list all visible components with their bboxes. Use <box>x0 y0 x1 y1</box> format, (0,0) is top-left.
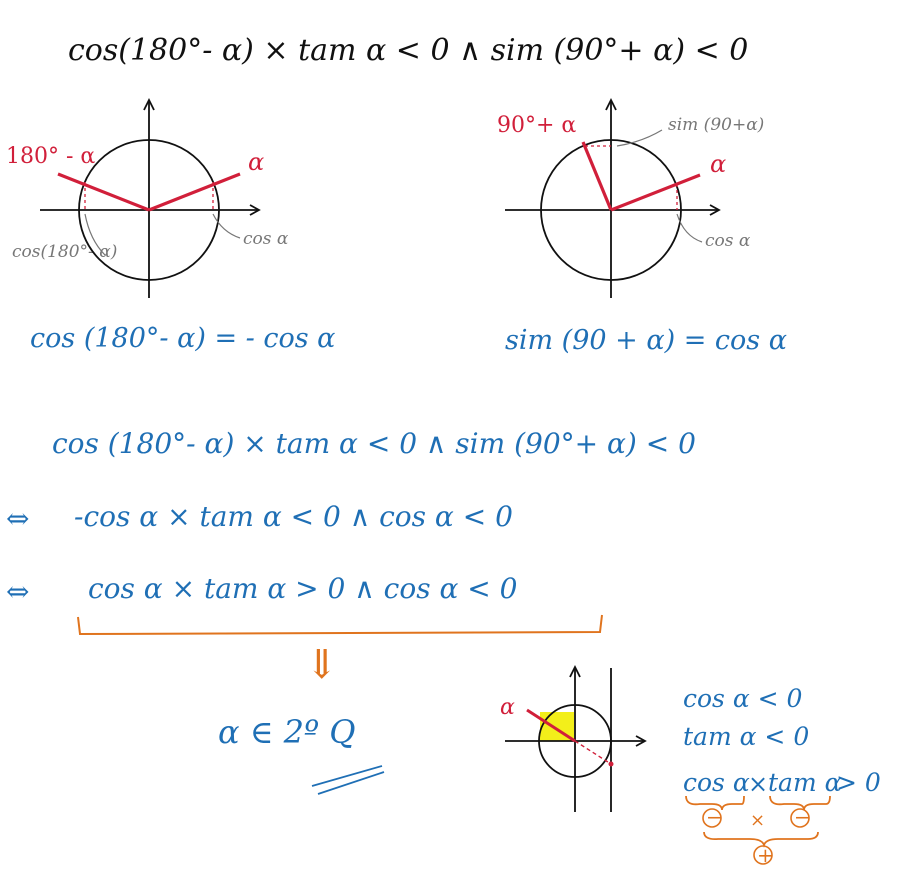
implies-arrow: ⇓ <box>305 642 339 688</box>
header-equation: cos(180°- α) × tam α < 0 ∧ sim (90°+ α) … <box>68 33 749 68</box>
note-product-times: × <box>748 770 769 798</box>
left-circle <box>78 139 220 281</box>
note-cos-negative: cos α < 0 <box>683 684 803 713</box>
right-y-arrow <box>605 97 617 111</box>
right-cos-leader <box>676 213 703 243</box>
label-180-minus-alpha: 180° - α <box>6 144 96 169</box>
bottom-circle <box>538 704 612 778</box>
note-product-tan: tam α <box>768 768 842 797</box>
bottom-radius-alpha <box>526 708 576 743</box>
left-x-arrow <box>249 204 261 216</box>
sign-minus-1-ring <box>702 808 722 828</box>
right-unit-circle-diagram <box>505 97 721 298</box>
bottom-x-arrow <box>635 735 647 747</box>
label-alpha-bottom: α <box>500 695 515 720</box>
label-cos-alpha-left: cos α <box>243 229 289 249</box>
left-y-arrow <box>143 97 155 111</box>
bottom-tangent-extension <box>574 740 612 765</box>
right-radius-shift <box>581 141 613 211</box>
brace-under-signs <box>703 831 819 848</box>
derivation-line-1: cos (180°- α) × tam α < 0 ∧ sim (90°+ α)… <box>52 427 696 460</box>
left-cos-leader <box>212 213 241 239</box>
conclusion-underline <box>311 765 385 795</box>
sign-minus-2-ring <box>790 808 810 828</box>
bottom-unit-circle-diagram <box>505 664 647 812</box>
note-product-cos: cos α <box>683 768 750 797</box>
right-circle <box>540 139 682 281</box>
brace-under-cos <box>685 795 745 811</box>
right-radius-alpha <box>610 173 701 212</box>
identity-right: sim (90 + α) = cos α <box>505 325 787 356</box>
sign-times: × <box>750 810 766 831</box>
label-cos-180-minus-alpha: cos(180°- α) <box>12 242 118 262</box>
bottom-y-arrow <box>569 664 581 678</box>
label-90-plus-alpha: 90°+ α <box>497 113 577 138</box>
left-unit-circle-diagram <box>40 97 261 298</box>
left-radius-alpha <box>148 172 241 212</box>
derivation-line-3: cos α × tam α > 0 ∧ cos α < 0 <box>88 572 518 605</box>
left-radius-supp <box>57 172 150 212</box>
derivation-line-2: -cos α × tam α < 0 ∧ cos α < 0 <box>74 500 513 533</box>
note-tan-negative: tam α < 0 <box>683 722 810 751</box>
bottom-tangent-point <box>608 761 614 767</box>
label-alpha-left: α <box>248 148 265 176</box>
label-sin-90-plus-alpha: sim (90+α) <box>668 115 765 135</box>
sign-plus-ring <box>753 845 773 865</box>
left-cos-supp-leader <box>84 213 106 256</box>
equivalence-arrow-2: ⇔ <box>6 575 30 608</box>
right-sin-leader <box>616 129 663 147</box>
conclusion: α ∈ 2º Q <box>218 713 356 751</box>
label-cos-alpha-right: cos α <box>705 231 751 251</box>
identity-left: cos (180°- α) = - cos α <box>30 323 336 354</box>
brace-under-tan <box>769 795 831 811</box>
label-alpha-right: α <box>710 150 727 178</box>
note-product-positive: > 0 <box>836 768 881 797</box>
orange-brace <box>77 614 603 636</box>
right-x-arrow <box>709 204 721 216</box>
equivalence-arrow-1: ⇔ <box>6 502 30 535</box>
